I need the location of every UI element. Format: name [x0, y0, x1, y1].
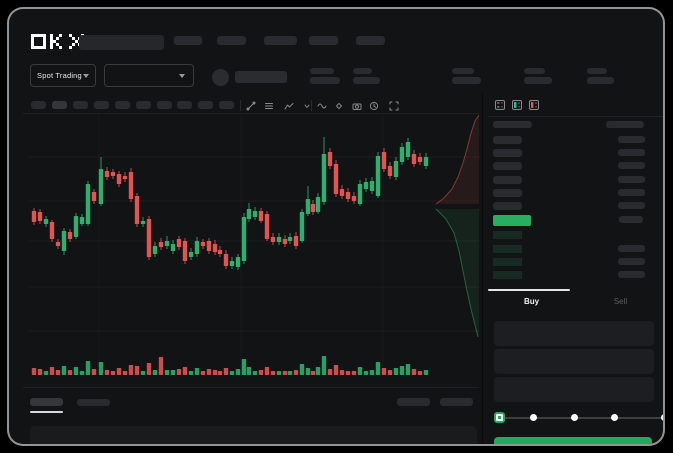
bid-price-placeholder[interactable] — [493, 231, 522, 239]
stat-value-placeholder — [524, 77, 552, 84]
nav-item-placeholder[interactable] — [264, 36, 297, 45]
bottom-action-placeholder[interactable] — [397, 398, 430, 406]
timeframe-button[interactable] — [52, 101, 67, 109]
last-price-amount-placeholder — [619, 216, 643, 223]
search-input[interactable] — [79, 35, 164, 50]
tab-buy[interactable]: Buy — [523, 297, 540, 306]
active-tab-underline — [30, 411, 63, 413]
fibonacci-icon[interactable] — [264, 101, 274, 111]
stat-label-placeholder — [353, 68, 372, 74]
pair-name-placeholder — [235, 71, 287, 83]
last-price-badge[interactable] — [493, 215, 531, 226]
chevron-down-icon — [83, 73, 89, 81]
timeframe-button[interactable] — [31, 101, 46, 109]
slider-stop[interactable] — [611, 414, 618, 421]
chevron-down-icon — [179, 73, 185, 81]
nav-item-placeholder[interactable] — [356, 36, 385, 45]
bid-amount-placeholder — [618, 271, 645, 278]
timeframe-button[interactable] — [198, 101, 213, 109]
timeframe-button[interactable] — [157, 101, 172, 109]
slider-stop[interactable] — [661, 414, 663, 421]
okx-logo — [31, 34, 85, 49]
ask-amount-placeholder — [618, 162, 645, 169]
timeframe-button[interactable] — [73, 101, 88, 109]
ask-price-placeholder[interactable] — [493, 176, 522, 184]
tab-sell[interactable]: Sell — [613, 297, 628, 306]
trade-input-placeholder[interactable] — [494, 321, 654, 346]
orderbook-all-icon[interactable] — [495, 100, 505, 110]
camera-icon[interactable] — [352, 101, 362, 111]
bid-price-placeholder[interactable] — [493, 245, 522, 253]
stat-value-placeholder — [353, 77, 380, 84]
slider-track[interactable] — [498, 417, 663, 419]
nav-item-placeholder[interactable] — [174, 36, 202, 45]
nav-item-placeholder[interactable] — [309, 36, 338, 45]
ask-amount-placeholder — [618, 202, 645, 209]
bid-price-placeholder[interactable] — [493, 258, 522, 266]
interval-icon[interactable] — [369, 101, 379, 111]
stat-label-placeholder — [587, 68, 607, 74]
slider-handle[interactable] — [494, 412, 505, 423]
ask-amount-placeholder — [618, 136, 645, 143]
timeframe-button[interactable] — [219, 101, 234, 109]
slider-stop[interactable] — [530, 414, 537, 421]
buy-submit-button[interactable] — [494, 437, 652, 444]
orders-panel — [30, 426, 477, 444]
timeframe-button[interactable] — [94, 101, 109, 109]
bid-amount-placeholder — [618, 245, 645, 252]
stat-label-placeholder — [310, 68, 334, 74]
bid-price-placeholder[interactable] — [493, 271, 522, 279]
ask-price-placeholder[interactable] — [493, 202, 522, 210]
trade-input-placeholder[interactable] — [494, 377, 654, 402]
market-type-label: Spot Trading — [37, 71, 82, 80]
timeframe-button[interactable] — [136, 101, 151, 109]
stat-value-placeholder — [587, 77, 614, 84]
ask-price-placeholder[interactable] — [493, 136, 522, 144]
buy-tab-indicator — [488, 289, 570, 291]
bottom-tab-active[interactable] — [30, 398, 63, 406]
timeframe-button[interactable] — [115, 101, 130, 109]
wave-icon[interactable] — [317, 101, 327, 111]
orderbook-asks-icon[interactable] — [529, 100, 539, 110]
pair-avatar — [212, 69, 229, 86]
stat-value-placeholder — [310, 77, 340, 84]
app-window: Spot Trading Buy Sell — [7, 7, 665, 446]
price-chart[interactable] — [23, 115, 479, 377]
ask-price-placeholder[interactable] — [493, 189, 522, 197]
stat-value-placeholder — [452, 77, 481, 84]
bid-amount-placeholder — [618, 258, 645, 265]
nav-item-placeholder[interactable] — [217, 36, 246, 45]
pair-selector-dropdown[interactable] — [104, 64, 194, 87]
orderbook-header-placeholder — [493, 121, 532, 128]
ask-price-placeholder[interactable] — [493, 149, 522, 157]
ask-price-placeholder[interactable] — [493, 162, 522, 170]
ask-amount-placeholder — [618, 149, 645, 156]
timeframe-button[interactable] — [177, 101, 192, 109]
orderbook-bids-icon[interactable] — [512, 100, 522, 110]
ask-amount-placeholder — [618, 176, 645, 183]
bottom-tab[interactable] — [77, 399, 110, 406]
stat-label-placeholder — [524, 68, 545, 74]
orderbook-header-placeholder — [606, 121, 644, 128]
brush-icon[interactable] — [334, 101, 344, 111]
bottom-action-placeholder[interactable] — [440, 398, 473, 406]
fullscreen-icon[interactable] — [389, 101, 399, 111]
indicators-icon[interactable] — [284, 101, 294, 111]
market-type-dropdown[interactable]: Spot Trading — [30, 64, 96, 87]
trade-input-placeholder[interactable] — [494, 349, 654, 374]
slider-stop[interactable] — [571, 414, 578, 421]
ask-amount-placeholder — [618, 189, 645, 196]
caret-icon[interactable] — [302, 101, 312, 111]
trendline-icon[interactable] — [246, 101, 256, 111]
slider-handle-dot — [498, 416, 501, 419]
stat-label-placeholder — [452, 68, 474, 74]
